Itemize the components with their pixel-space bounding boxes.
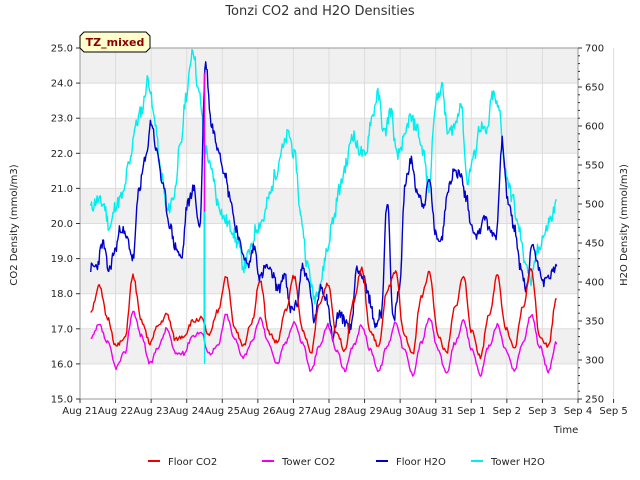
- x-tick-label: Aug 21: [62, 406, 97, 417]
- x-tick-label: Aug 22: [98, 406, 133, 417]
- y-right-tick-label: 350: [585, 317, 604, 328]
- x-tick-label: Sep 2: [493, 406, 521, 417]
- y-right-tick-label: 450: [585, 239, 604, 250]
- legend: Floor CO2 Tower CO2 Floor H2O Tower H2O: [148, 457, 545, 468]
- y-right-tick-label: 400: [585, 278, 604, 289]
- y-right-tick-label: 600: [585, 122, 604, 133]
- y-left-tick-label: 18.0: [51, 289, 73, 300]
- legend-label-floor-h2o: Floor H2O: [396, 457, 446, 468]
- legend-label-floor-co2: Floor CO2: [168, 457, 217, 468]
- y-axis-right-label: H2O Density (mmol/m3): [619, 164, 630, 286]
- y-right-tick-label: 500: [585, 200, 604, 211]
- y-right-tick-label: 550: [585, 161, 604, 172]
- x-tick-label: Sep 3: [528, 406, 556, 417]
- series-layer: [90, 48, 558, 377]
- y-right-tick-label: 300: [585, 356, 604, 367]
- y-left-tick-label: 15.0: [51, 395, 73, 406]
- site-badge: TZ_mixed: [79, 31, 151, 53]
- series-line-tower-h2o: [90, 48, 558, 305]
- x-tick-label: Aug 27: [276, 406, 311, 417]
- x-tick-label: Sep 1: [457, 406, 485, 417]
- series-line-tower-co2: [90, 310, 558, 377]
- x-tick-label: Aug 28: [311, 406, 346, 417]
- y-left-tick-label: 21.0: [51, 184, 73, 195]
- y-right-tick-label: 700: [585, 44, 604, 55]
- x-tick-label: Aug 24: [169, 406, 204, 417]
- y-left-tick-label: 16.0: [51, 359, 73, 370]
- y-left-tick-label: 25.0: [51, 44, 73, 55]
- badge-label: TZ_mixed: [86, 36, 145, 49]
- y-axis-right: 250 300 350 400 450 500 550 600 650 700: [578, 44, 604, 406]
- y-left-tick-label: 23.0: [51, 114, 73, 125]
- y-right-tick-label: 250: [585, 395, 604, 406]
- y-left-tick-label: 22.0: [51, 149, 73, 160]
- y-axis-left-label: CO2 Density (mmol/m3): [9, 164, 20, 285]
- x-tick-label: Aug 29: [347, 406, 382, 417]
- x-tick-label: Aug 30: [382, 406, 417, 417]
- y-right-tick-label: 650: [585, 83, 604, 94]
- x-tick-label: Sep 4: [564, 406, 592, 417]
- x-tick-label: Aug 26: [240, 406, 275, 417]
- x-tick-label: Aug 25: [205, 406, 240, 417]
- x-axis-label: Time: [553, 425, 578, 436]
- y-left-tick-label: 24.0: [51, 79, 73, 90]
- legend-label-tower-h2o: Tower H2O: [490, 457, 545, 468]
- badge-box: [79, 31, 151, 53]
- x-axis: Aug 21 Aug 22 Aug 23 Aug 24 Aug 25 Aug 26 Aug …: [62, 399, 628, 417]
- y-left-tick-label: 17.0: [51, 324, 73, 335]
- x-tick-label: Sep 5: [599, 406, 627, 417]
- x-tick-label: Aug 23: [133, 406, 168, 417]
- y-left-tick-label: 20.0: [51, 219, 73, 230]
- series-line-floor-co2: [90, 266, 557, 360]
- chart-title: Tonzi CO2 and H2O Densities: [224, 4, 415, 19]
- legend-label-tower-co2: Tower CO2: [281, 457, 335, 468]
- y-axis-left: 15.0 16.0 17.0 18.0 19.0 20.0 21.0 22.0 23.0 24.0…: [51, 44, 80, 406]
- y-left-tick-label: 19.0: [51, 254, 73, 265]
- x-tick-label: Aug 31: [418, 406, 453, 417]
